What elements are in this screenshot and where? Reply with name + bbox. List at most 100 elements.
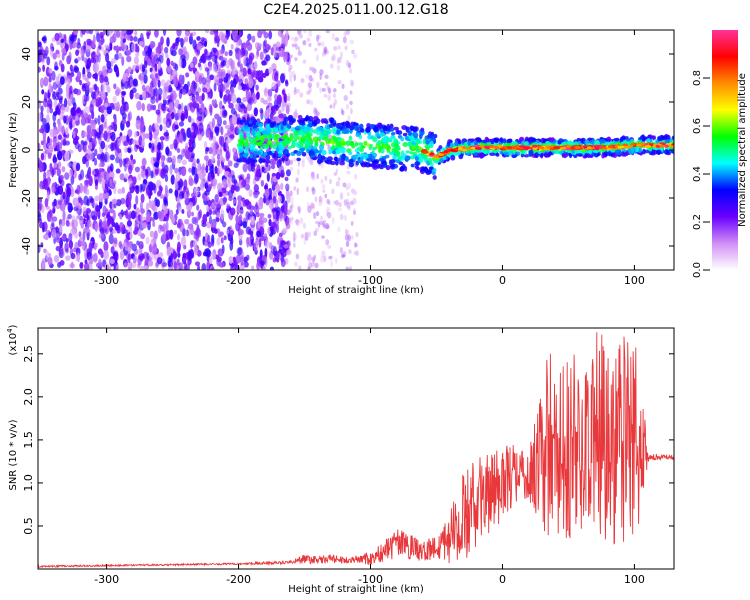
spectrogram-cell	[257, 69, 261, 77]
spectrogram-cell	[191, 211, 195, 217]
spectrogram-cell	[92, 34, 96, 45]
spectrogram-cell	[309, 139, 314, 145]
spectrogram-cell	[307, 123, 313, 128]
spectrogram-cell	[267, 88, 273, 98]
spectrogram-cell	[141, 138, 145, 149]
spectrogram-cell	[295, 89, 300, 94]
spectrogram-cell	[181, 88, 187, 96]
spectrogram-cell	[75, 49, 80, 56]
spectrogram-cell	[222, 178, 227, 188]
spectrogram-cell	[97, 258, 102, 268]
spectrogram-cell	[69, 122, 73, 131]
spectrogram-cell	[174, 177, 178, 186]
spectrogram-cell	[64, 150, 70, 162]
spectrogram-cell	[313, 254, 317, 260]
spectrogram-cell	[301, 120, 306, 126]
spectrogram-cell	[289, 218, 293, 225]
spectrogram-cell	[42, 35, 47, 44]
spectrogram-cell	[199, 183, 204, 189]
spectrogram-cell	[312, 67, 317, 74]
spectrogram-cell	[290, 144, 296, 149]
spectrogram-cell	[38, 112, 42, 122]
spectrogram-cell	[154, 30, 159, 38]
spectrogram-cell	[147, 46, 152, 58]
spectrogram-cell	[290, 203, 294, 209]
spectrogram-cell	[264, 247, 268, 259]
spectrogram-cell	[166, 36, 170, 47]
spectrogram-cell	[102, 81, 106, 93]
spectrogram-cell	[129, 233, 133, 239]
spectrogram-cell	[226, 69, 232, 75]
spectrogram-cell	[129, 74, 133, 80]
spectrogram-cell	[214, 126, 220, 133]
spectrogram-cell	[68, 232, 73, 242]
spectrogram-cell	[411, 126, 418, 132]
spectrogram-cell	[322, 118, 328, 123]
spectrogram-cell	[98, 162, 102, 168]
spectrogram-cell	[190, 240, 193, 249]
spectrogram-cell	[331, 216, 335, 225]
spectrogram-cell	[172, 123, 177, 132]
spectrogram-cell	[260, 139, 265, 143]
spectrogram-cell	[201, 103, 205, 114]
spectrogram-cell	[332, 102, 336, 109]
spectrogram-cell	[330, 55, 336, 62]
spectrogram-cell	[300, 77, 305, 84]
spectrogram-cell	[184, 109, 189, 120]
spectrogram-cell	[224, 51, 229, 57]
spectrogram-cell	[333, 200, 337, 205]
spectrogram-cell	[331, 53, 336, 61]
spectrogram-cell	[61, 52, 65, 61]
spectrogram-cell	[49, 107, 54, 114]
spectrogram-cell	[230, 43, 234, 50]
spectrogram-cell	[48, 82, 52, 93]
spectrogram-cell	[409, 151, 413, 155]
spectrogram-cell	[64, 242, 69, 252]
spectrogram-cell	[302, 59, 307, 64]
spectrogram-cell	[297, 160, 301, 167]
spectrogram-cell	[41, 204, 45, 214]
spectrogram-cell	[299, 217, 304, 224]
spectrogram-cell	[311, 77, 315, 83]
spectrogram-cell	[204, 140, 208, 150]
spectrogram-cell	[108, 30, 113, 37]
spectrogram-cell	[308, 66, 313, 71]
spectrogram-cell	[198, 74, 203, 85]
spectrogram-cell	[252, 78, 257, 85]
spectrogram-cell	[218, 68, 223, 78]
spectrogram-cell	[83, 226, 90, 234]
spectrogram-cell	[323, 223, 327, 229]
spectrogram-cell	[574, 146, 581, 149]
spectrogram-cell	[320, 155, 326, 160]
spectrogram-cell	[218, 56, 224, 61]
spectrogram-cell	[355, 132, 361, 138]
spectrogram-cell	[141, 102, 145, 112]
spectrogram-cell	[333, 172, 338, 176]
spectrogram-cell	[108, 215, 113, 225]
spectrogram-cell	[306, 90, 311, 96]
spectrogram-cell	[148, 131, 153, 141]
spectrogram-cell	[306, 202, 310, 209]
spectrogram-cell	[139, 184, 143, 193]
spectrogram-cell	[212, 47, 218, 53]
spectrogram-cell	[346, 60, 350, 67]
spectrogram-cell	[540, 146, 545, 150]
spectrogram-cell	[231, 93, 237, 104]
spectrogram-cell	[428, 166, 434, 170]
spectrogram-cell	[208, 256, 213, 264]
spectrogram-cell	[238, 157, 243, 163]
spectrogram-cell	[127, 129, 133, 138]
x-tick-label: -200	[226, 274, 251, 287]
spectrogram-cell	[410, 163, 415, 168]
spectrogram-cell	[156, 256, 163, 265]
spectrogram-cell	[233, 198, 237, 204]
spectrogram-cell	[46, 176, 51, 186]
spectrogram-cell	[283, 206, 288, 216]
spectrogram-cell	[289, 190, 293, 197]
spectrogram-cell	[349, 68, 353, 74]
spectrogram-cell	[184, 31, 190, 36]
spectrogram-cell	[330, 63, 334, 69]
spectrogram-cell	[294, 87, 297, 92]
spectrogram-cell	[473, 152, 478, 157]
spectrogram-ylabel: Frequency (Hz)	[8, 112, 19, 188]
